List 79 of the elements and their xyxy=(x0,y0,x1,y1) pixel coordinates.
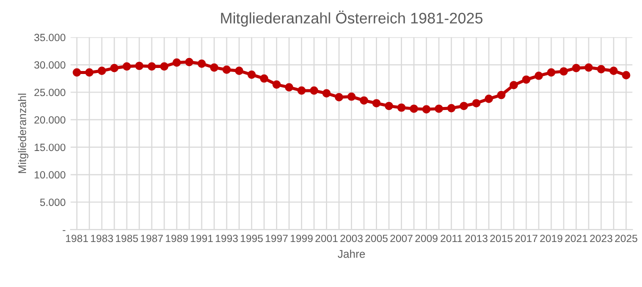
point xyxy=(510,80,518,90)
x-tick-label: 2005 xyxy=(365,234,388,242)
point xyxy=(247,70,256,79)
x-tick-label: 1983 xyxy=(91,234,113,242)
point xyxy=(135,62,144,70)
point xyxy=(572,64,580,72)
point xyxy=(85,68,94,77)
x-tick-label: 1989 xyxy=(166,234,188,242)
point xyxy=(497,90,506,100)
point xyxy=(484,94,493,104)
point xyxy=(384,102,394,110)
point xyxy=(185,58,194,66)
chart-title: Mitgliederanzahl Österreich 1981-2025 xyxy=(221,10,482,27)
point xyxy=(534,72,543,80)
point xyxy=(334,93,344,102)
point xyxy=(222,66,231,74)
x-tick-label: 2011 xyxy=(440,234,462,242)
x-tick-label: 1995 xyxy=(240,234,263,242)
point xyxy=(234,66,244,75)
x-tick-label: 1999 xyxy=(290,234,313,242)
y-tick-label: 5.000 xyxy=(40,198,66,206)
y-tick-label: 35.000 xyxy=(34,34,66,42)
x-tick-label: 2019 xyxy=(540,234,562,242)
x-tick-label: 1991 xyxy=(190,234,213,242)
point xyxy=(609,66,618,75)
point xyxy=(410,104,418,113)
point xyxy=(148,62,156,71)
y-tick-label: 30.000 xyxy=(34,61,66,69)
x-tick-label: 2023 xyxy=(590,234,612,242)
point xyxy=(434,104,444,113)
point xyxy=(560,67,568,76)
x-axis-title: Jahre xyxy=(338,250,365,258)
x-tick-label: 1987 xyxy=(140,234,163,242)
point xyxy=(260,74,268,83)
point xyxy=(472,99,480,108)
y-axis-title: Mitgliederanzahl xyxy=(18,94,28,173)
x-tick-label: 1997 xyxy=(266,234,288,242)
x-tick-label: 2007 xyxy=(390,234,412,242)
x-tick-label: 1981 xyxy=(66,234,88,242)
x-tick-label: 2009 xyxy=(415,234,438,242)
x-tick-label: 1985 xyxy=(116,234,138,242)
point xyxy=(122,62,131,71)
point xyxy=(460,102,468,110)
point xyxy=(447,104,456,112)
point xyxy=(422,105,431,114)
point xyxy=(547,68,556,77)
x-tick-label: 2001 xyxy=(315,234,338,242)
point xyxy=(522,75,530,84)
y-tick-label: 10.000 xyxy=(34,171,66,179)
x-tick-label: 2021 xyxy=(565,234,588,242)
point xyxy=(584,63,593,72)
point xyxy=(360,96,368,105)
x-tick-label: 2017 xyxy=(515,234,538,242)
point xyxy=(322,89,331,98)
y-tick-label: 15.000 xyxy=(34,144,66,152)
point xyxy=(110,64,118,72)
point xyxy=(98,66,106,75)
y-tick-label: - xyxy=(62,230,66,232)
x-tick-label: 1993 xyxy=(216,234,238,242)
point xyxy=(310,86,318,95)
x-tick-label: 2003 xyxy=(340,234,363,242)
point xyxy=(372,99,381,108)
point xyxy=(284,83,294,92)
point xyxy=(172,58,181,67)
point xyxy=(622,71,630,80)
point xyxy=(272,80,281,89)
point xyxy=(198,60,206,68)
x-tick-label: 2025 xyxy=(615,234,638,242)
point xyxy=(397,103,406,112)
point xyxy=(596,65,606,74)
point xyxy=(297,86,306,95)
point xyxy=(210,63,218,72)
y-tick-label: 25.000 xyxy=(34,88,66,96)
point xyxy=(72,68,82,77)
point xyxy=(347,92,356,101)
x-tick-label: 2015 xyxy=(490,234,512,242)
x-tick-label: 2013 xyxy=(465,234,488,242)
y-tick-label: 20.000 xyxy=(34,116,66,124)
point xyxy=(160,62,168,71)
